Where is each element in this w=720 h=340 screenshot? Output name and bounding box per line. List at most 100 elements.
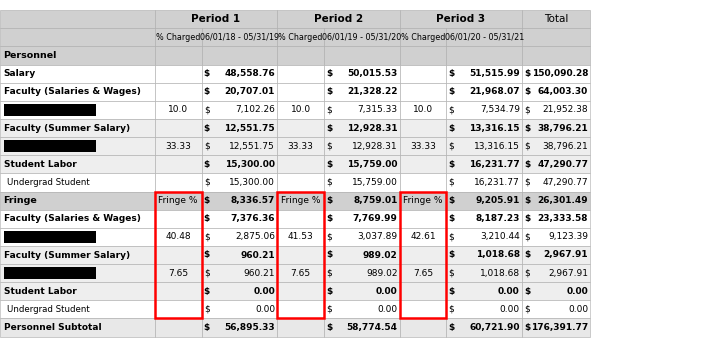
Text: $: $ xyxy=(204,232,210,241)
Bar xyxy=(400,47,446,65)
Text: $: $ xyxy=(326,232,332,241)
Bar xyxy=(277,47,324,65)
Text: 15,759.00: 15,759.00 xyxy=(347,160,397,169)
Text: 2,875.06: 2,875.06 xyxy=(235,232,275,241)
Bar xyxy=(277,28,324,47)
Bar xyxy=(324,65,400,83)
Text: Student Labor: Student Labor xyxy=(4,287,76,296)
Bar xyxy=(324,119,400,137)
Bar xyxy=(202,210,277,228)
Text: $: $ xyxy=(204,323,210,332)
Bar xyxy=(202,191,277,210)
Bar xyxy=(446,83,522,101)
Text: 38,796.21: 38,796.21 xyxy=(538,123,588,133)
Text: Fringe: Fringe xyxy=(4,196,37,205)
Text: 9,205.91: 9,205.91 xyxy=(475,196,520,205)
Bar xyxy=(202,101,277,119)
Text: $: $ xyxy=(326,196,333,205)
Bar xyxy=(400,191,446,319)
Bar xyxy=(446,210,522,228)
Text: % Charged: % Charged xyxy=(401,33,445,42)
Text: $: $ xyxy=(204,69,210,78)
Bar xyxy=(400,137,446,155)
Text: $: $ xyxy=(524,160,531,169)
Bar xyxy=(0,65,155,83)
Bar xyxy=(400,65,446,83)
Text: 33.33: 33.33 xyxy=(166,142,191,151)
Bar xyxy=(400,210,446,228)
Bar xyxy=(522,300,590,319)
Bar xyxy=(400,119,446,137)
Bar xyxy=(324,228,400,246)
Text: 23,333.58: 23,333.58 xyxy=(538,214,588,223)
Bar xyxy=(202,28,277,47)
Text: $: $ xyxy=(204,178,210,187)
Text: $: $ xyxy=(524,196,531,205)
Bar xyxy=(522,228,590,246)
Text: 41.53: 41.53 xyxy=(288,232,313,241)
Text: $: $ xyxy=(326,123,333,133)
Bar xyxy=(324,246,400,264)
Text: 7,102.26: 7,102.26 xyxy=(235,105,275,115)
Bar xyxy=(277,65,324,83)
Text: 0.00: 0.00 xyxy=(567,287,588,296)
Text: Period 1: Period 1 xyxy=(192,14,240,24)
Bar xyxy=(277,155,324,173)
Bar xyxy=(446,28,522,47)
Text: 7,769.99: 7,769.99 xyxy=(353,214,397,223)
Text: 13,316.15: 13,316.15 xyxy=(474,142,520,151)
Bar xyxy=(400,155,446,173)
Text: $: $ xyxy=(524,323,531,332)
Text: 47,290.77: 47,290.77 xyxy=(543,178,588,187)
Text: $: $ xyxy=(524,305,530,314)
Bar xyxy=(155,83,202,101)
Text: 10.0: 10.0 xyxy=(291,105,310,115)
Bar xyxy=(324,191,400,210)
Text: $: $ xyxy=(524,232,530,241)
Text: $: $ xyxy=(449,214,455,223)
Bar xyxy=(400,228,446,246)
Bar xyxy=(155,10,277,28)
Bar xyxy=(202,137,277,155)
Bar xyxy=(0,246,155,264)
Text: $: $ xyxy=(449,232,454,241)
Text: $: $ xyxy=(449,105,454,115)
Bar xyxy=(0,137,155,155)
Bar xyxy=(155,300,202,319)
Text: $: $ xyxy=(326,287,333,296)
Bar xyxy=(277,83,324,101)
Text: $: $ xyxy=(524,269,530,278)
Text: $: $ xyxy=(524,214,531,223)
Text: 42.61: 42.61 xyxy=(410,232,436,241)
Text: 0.00: 0.00 xyxy=(255,305,275,314)
Text: 176,391.77: 176,391.77 xyxy=(531,323,588,332)
Bar xyxy=(324,47,400,65)
Bar xyxy=(522,282,590,300)
Text: $: $ xyxy=(326,105,332,115)
Text: 64,003.30: 64,003.30 xyxy=(538,87,588,96)
Bar xyxy=(324,264,400,282)
Text: 0.00: 0.00 xyxy=(253,287,275,296)
Text: 150,090.28: 150,090.28 xyxy=(532,69,588,78)
Text: 0.00: 0.00 xyxy=(498,287,520,296)
Bar xyxy=(446,65,522,83)
Bar xyxy=(324,137,400,155)
Bar xyxy=(155,47,202,65)
Bar xyxy=(446,137,522,155)
Bar xyxy=(522,319,590,337)
Bar xyxy=(277,191,324,319)
Text: $: $ xyxy=(449,269,454,278)
Bar xyxy=(277,319,324,337)
Bar xyxy=(522,210,590,228)
Bar xyxy=(0,191,155,210)
Text: 989.02: 989.02 xyxy=(366,269,397,278)
Bar xyxy=(522,101,590,119)
Bar xyxy=(400,319,446,337)
Bar xyxy=(202,47,277,65)
Text: Total: Total xyxy=(544,14,568,24)
Bar xyxy=(400,300,446,319)
Text: $: $ xyxy=(326,178,332,187)
Text: $: $ xyxy=(204,214,210,223)
Text: $: $ xyxy=(204,105,210,115)
Bar xyxy=(155,137,202,155)
